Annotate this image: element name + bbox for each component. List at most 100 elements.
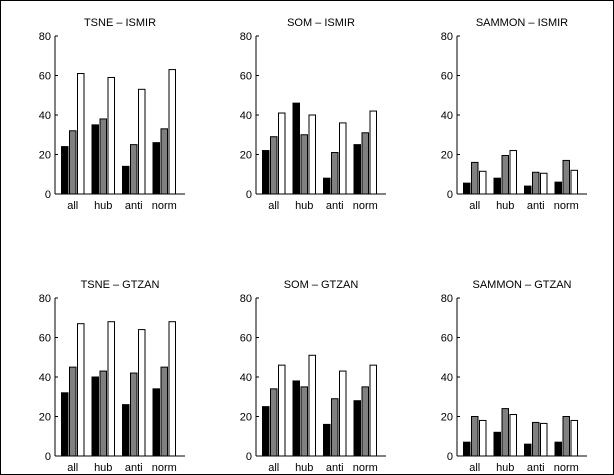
x-tick-label: norm [353,200,378,212]
x-tick-label: hub [94,462,112,474]
bar-hub-series-3 [509,414,517,457]
x-tick-label: norm [152,462,177,474]
chart-title: SOM – ISMIR [287,17,355,29]
chart-panel: SAMMON – GTZAN 0 20 40 60 80 all hub anti norm [441,279,587,474]
bar-hub-series-2 [501,408,509,457]
bar-anti-series-2 [532,171,540,195]
bar-anti-series-1 [122,165,130,195]
x-tick-label: norm [554,462,579,474]
x-tick-label: anti [125,462,143,474]
bar-anti-series-2 [130,372,138,457]
x-tick-label: norm [554,200,579,212]
bar-all-series-2 [69,130,77,195]
bar-anti-series-3 [339,370,347,457]
bar-all-series-1 [262,150,270,195]
y-tick-label: 0 [246,451,252,463]
x-tick-label: norm [152,200,177,212]
bar-norm-series-3 [168,69,176,195]
bar-hub-series-3 [308,354,316,457]
x-tick-label: hub [295,200,313,212]
y-tick-label: 60 [240,333,252,345]
bar-anti-series-3 [540,172,548,195]
bar-norm-series-1 [353,400,361,457]
chart-panel: TSNE – GTZAN 0 20 40 60 80 all hub anti norm [39,279,185,474]
x-tick-label: all [469,200,480,212]
bar-norm-series-1 [353,144,361,195]
x-tick-label: all [268,462,279,474]
bar-anti-series-2 [331,398,339,457]
y-tick-label: 20 [39,412,51,424]
x-tick-label: anti [326,200,344,212]
bar-anti-series-1 [524,185,532,195]
bar-hub-series-1 [292,380,300,457]
chart-title: TSNE – ISMIR [84,17,156,29]
y-tick-label: 20 [240,412,252,424]
bar-all-series-2 [471,416,479,457]
y-tick-label: 80 [441,31,453,43]
chart-title: SOM – GTZAN [284,279,359,291]
bar-norm-series-1 [554,181,562,195]
chart-title: SAMMON – ISMIR [476,17,568,29]
bar-hub-series-2 [501,154,509,195]
y-tick-label: 60 [39,333,51,345]
chart-title: TSNE – GTZAN [81,279,160,291]
y-tick-label: 40 [39,372,51,384]
bar-anti-series-3 [138,329,146,457]
bar-all-series-3 [77,73,85,195]
y-tick-label: 40 [441,372,453,384]
bar-anti-series-2 [532,421,540,457]
bar-norm-series-2 [361,132,369,195]
bar-all-series-3 [278,112,286,195]
x-tick-label: hub [94,200,112,212]
bar-norm-series-2 [160,366,168,457]
chart-panel: SOM – GTZAN 0 20 40 60 80 all hub anti norm [240,279,386,474]
bar-norm-series-1 [152,388,160,457]
bar-all-series-2 [69,366,77,457]
bar-norm-series-2 [160,128,168,195]
chart-title: SAMMON – GTZAN [472,279,571,291]
bar-hub-series-2 [99,370,107,457]
y-tick-label: 20 [441,150,453,162]
x-tick-label: all [67,462,78,474]
bar-all-series-1 [61,146,69,195]
chart-panel: SAMMON – ISMIR 0 20 40 60 80 all hub anti norm [441,17,587,212]
bar-norm-series-2 [562,159,570,195]
bar-hub-series-2 [300,386,308,457]
x-tick-label: all [268,200,279,212]
y-tick-label: 40 [39,110,51,122]
x-tick-label: hub [295,462,313,474]
bar-all-series-1 [262,406,270,457]
bar-norm-series-3 [570,169,578,195]
y-tick-label: 20 [39,150,51,162]
bar-all-series-3 [77,323,85,457]
y-tick-label: 40 [240,110,252,122]
y-tick-label: 20 [441,412,453,424]
bar-all-series-2 [270,388,278,457]
y-tick-label: 80 [39,31,51,43]
bar-hub-series-1 [493,431,501,457]
bar-norm-series-3 [369,110,377,195]
y-tick-label: 80 [240,31,252,43]
bar-norm-series-1 [152,142,160,195]
x-tick-label: anti [527,200,545,212]
bar-anti-series-3 [339,122,347,195]
y-tick-label: 80 [240,293,252,305]
bar-norm-series-3 [570,419,578,457]
y-tick-label: 0 [447,189,453,201]
x-tick-label: anti [527,462,545,474]
x-tick-label: hub [496,200,514,212]
y-tick-label: 0 [45,451,51,463]
bar-all-series-3 [479,419,487,457]
y-tick-label: 80 [441,293,453,305]
bar-all-series-3 [479,170,487,195]
bar-anti-series-1 [323,177,331,195]
bar-hub-series-3 [107,321,115,457]
bar-hub-series-1 [292,102,300,195]
y-tick-label: 60 [441,71,453,83]
bar-anti-series-3 [540,422,548,457]
x-tick-label: anti [125,200,143,212]
bar-norm-series-3 [369,364,377,457]
x-tick-label: norm [353,462,378,474]
bar-norm-series-3 [168,321,176,457]
bar-anti-series-1 [524,443,532,457]
